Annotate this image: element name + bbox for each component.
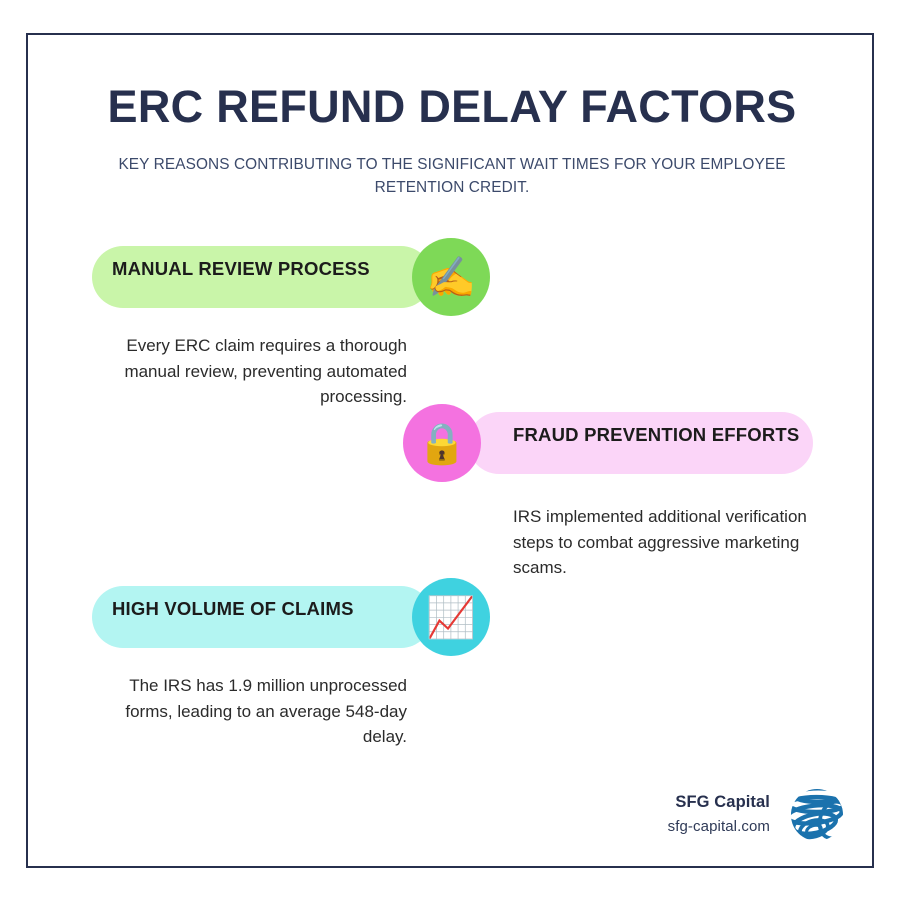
- footer-text-block: SFG Capital sfg-capital.com: [668, 791, 770, 840]
- poster-frame: ERC REFUND DELAY FACTORS KEY REASONS CON…: [26, 33, 874, 868]
- factor-pill[interactable]: [92, 246, 432, 308]
- chart-increasing-icon: 📈: [412, 578, 490, 656]
- factor-badge: MANUAL REVIEW PROCESS ✍️: [28, 238, 876, 316]
- factor-pill[interactable]: [468, 412, 813, 474]
- factor-badge: HIGH VOLUME OF CLAIMS 📈: [28, 578, 876, 656]
- page-title: ERC REFUND DELAY FACTORS: [107, 81, 797, 132]
- brand-name: SFG Capital: [675, 792, 770, 811]
- lock-glyph: 🔒: [417, 422, 467, 466]
- chart-increasing-glyph: 📈: [426, 596, 476, 640]
- poster-header: ERC REFUND DELAY FACTORS KEY REASONS CON…: [28, 81, 876, 199]
- factor-item-high-volume: HIGH VOLUME OF CLAIMS 📈 The IRS has 1.9 …: [28, 578, 876, 746]
- factor-pill[interactable]: [92, 586, 432, 648]
- factor-description: Every ERC claim requires a thorough manu…: [124, 336, 407, 406]
- footer-branding: SFG Capital sfg-capital.com: [568, 770, 848, 860]
- factor-label: HIGH VOLUME OF CLAIMS: [112, 598, 354, 619]
- factor-item-fraud-prevention: FRAUD PREVENTION EFFORTS 🔒 IRS implement…: [28, 404, 876, 577]
- factor-badge: FRAUD PREVENTION EFFORTS 🔒: [28, 404, 876, 482]
- factor-label: MANUAL REVIEW PROCESS: [112, 258, 370, 279]
- sfg-globe-logo: [790, 788, 844, 841]
- factor-description: The IRS has 1.9 million unprocessed form…: [125, 676, 407, 746]
- factor-description: IRS implemented additional verification …: [513, 507, 807, 577]
- brand-url[interactable]: sfg-capital.com: [667, 817, 770, 835]
- factor-item-manual-review: MANUAL REVIEW PROCESS ✍️ Every ERC claim…: [28, 238, 876, 406]
- lock-icon: 🔒: [403, 404, 481, 482]
- writing-hand-glyph: ✍️: [426, 256, 476, 300]
- page-subtitle: KEY REASONS CONTRIBUTING TO THE SIGNIFIC…: [118, 155, 786, 196]
- writing-hand-icon: ✍️: [412, 238, 490, 316]
- factor-label: FRAUD PREVENTION EFFORTS: [513, 424, 800, 445]
